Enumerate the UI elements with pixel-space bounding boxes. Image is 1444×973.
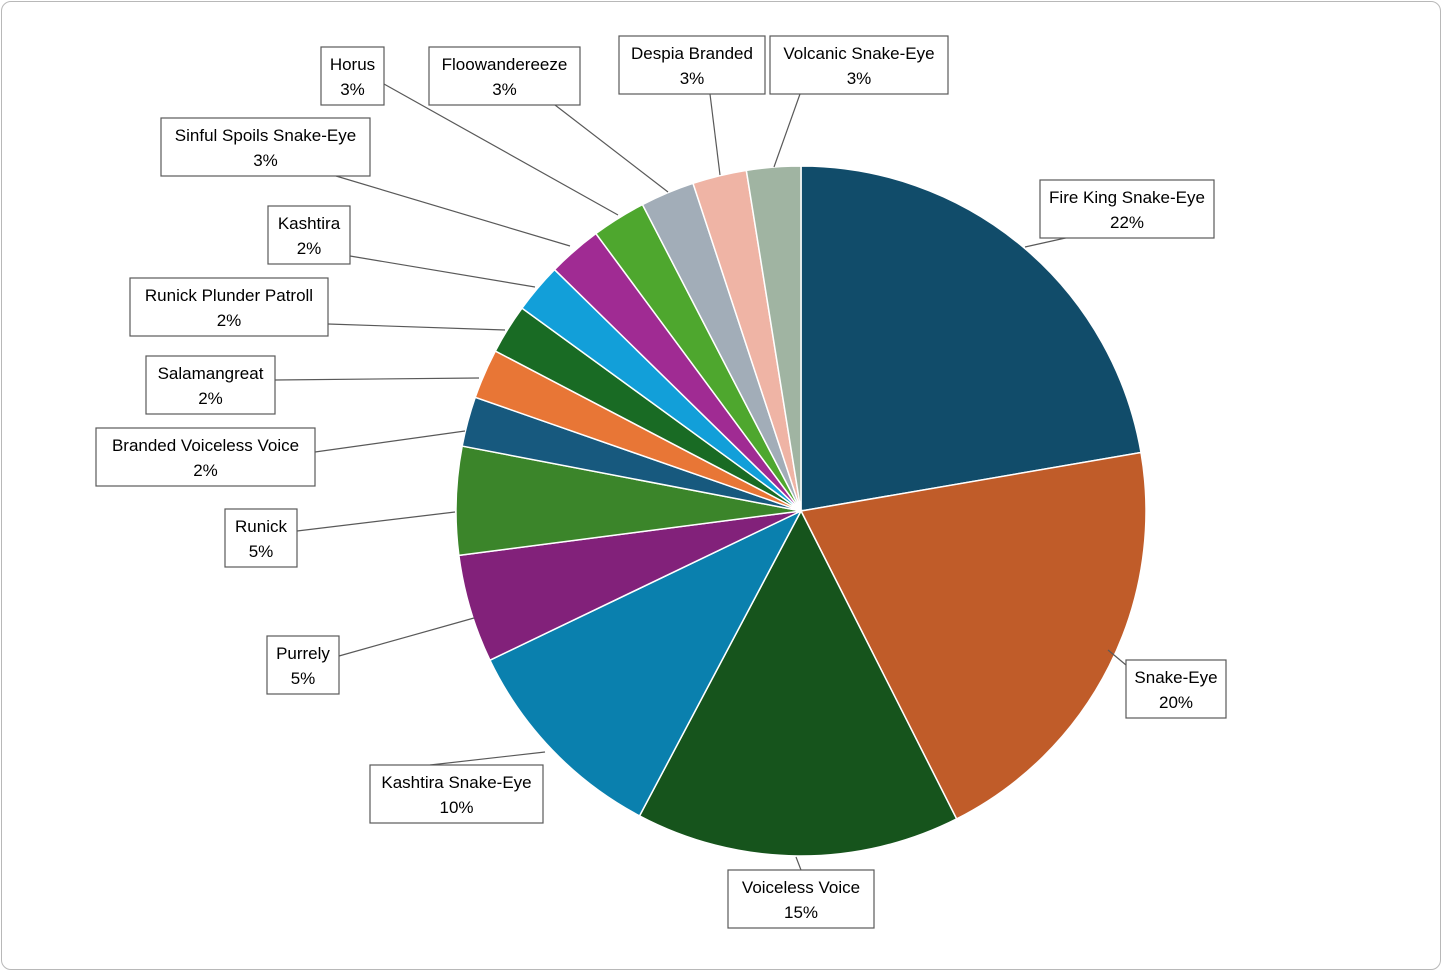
data-label-purrely: Purrely 5%	[266, 635, 340, 695]
slice-percent-label: 2%	[297, 239, 322, 258]
data-label-box	[1125, 659, 1227, 719]
data-label-box	[224, 508, 298, 568]
slice-percent-label: 22%	[1110, 213, 1144, 232]
leader-line-volcanic-snake-eye	[773, 93, 801, 168]
leader-line-snake-eye	[1107, 649, 1127, 666]
data-label-despia-branded: Despia Branded 3%	[618, 35, 766, 95]
slice-name-label: Purrely	[276, 644, 330, 663]
data-label-box	[769, 35, 949, 95]
pie-slices	[455, 165, 1147, 857]
data-label-floowandereeze: Floowandereeze 3%	[428, 46, 581, 106]
slice-name-label: Salamangreat	[158, 364, 264, 383]
slice-name-label: Horus	[330, 55, 375, 74]
data-label-snake-eye: Snake-Eye 20%	[1125, 659, 1227, 719]
data-label-box	[266, 635, 340, 695]
leader-line-horus	[383, 83, 619, 216]
data-label-box	[320, 46, 385, 106]
slice-name-label: Volcanic Snake-Eye	[783, 44, 934, 63]
slice-name-label: Floowandereeze	[442, 55, 568, 74]
slice-name-label: Despia Branded	[631, 44, 753, 63]
leader-line-despia-branded	[709, 93, 721, 176]
data-label-box	[267, 205, 351, 265]
leader-line-kashtira	[349, 255, 536, 288]
data-label-branded-voiceless-voice: Branded Voiceless Voice 2%	[95, 427, 316, 487]
pie-slice-fire-king-snake-eye	[800, 165, 1142, 512]
pie-slice-snake-eye	[799, 451, 1147, 820]
data-label-horus: Horus 3%	[320, 46, 385, 106]
slice-percent-label: 15%	[784, 903, 818, 922]
slice-percent-label: 3%	[680, 69, 705, 88]
slice-percent-label: 20%	[1159, 693, 1193, 712]
slice-name-label: Voiceless Voice	[742, 878, 860, 897]
data-label-box	[160, 117, 371, 177]
leader-line-branded-voiceless-voice	[314, 430, 466, 453]
data-label-runick: Runick 5%	[224, 508, 298, 568]
slice-percent-label: 2%	[217, 311, 242, 330]
data-label-box	[1039, 179, 1215, 239]
leader-line-runick-plunder-patroll	[327, 323, 506, 331]
leader-line-runick	[296, 511, 456, 532]
leader-line-fire-king-snake-eye	[1024, 236, 1071, 248]
slice-name-label: Runick Plunder Patroll	[145, 286, 313, 305]
data-label-kashtira-snake-eye: Kashtira Snake-Eye 10%	[369, 764, 544, 824]
slice-percent-label: 3%	[340, 80, 365, 99]
data-label-box	[129, 277, 329, 337]
data-label-volcanic-snake-eye: Volcanic Snake-Eye 3%	[769, 35, 949, 95]
slice-name-label: Snake-Eye	[1134, 668, 1217, 687]
leader-line-voiceless-voice	[795, 856, 802, 871]
data-label-box	[428, 46, 581, 106]
slice-name-label: Kashtira	[278, 214, 341, 233]
leader-line-salamangreat	[274, 377, 480, 381]
pie-slice-voiceless-voice	[638, 509, 958, 857]
data-label-salamangreat: Salamangreat 2%	[145, 355, 276, 415]
pie-slice-volcanic-snake-eye	[745, 165, 802, 512]
slice-percent-label: 3%	[847, 69, 872, 88]
leader-line-floowandereeze	[554, 104, 669, 193]
data-label-box	[369, 764, 544, 824]
data-label-voiceless-voice: Voiceless Voice 15%	[727, 869, 875, 929]
data-label-box	[618, 35, 766, 95]
leader-line-kashtira-snake-eye	[429, 751, 546, 766]
slice-name-label: Fire King Snake-Eye	[1049, 188, 1205, 207]
leader-lines	[274, 83, 1127, 871]
data-label-box	[145, 355, 276, 415]
data-label-kashtira: Kashtira 2%	[267, 205, 351, 265]
pie-slice-kashtira-snake-eye	[488, 509, 803, 817]
slice-name-label: Kashtira Snake-Eye	[381, 773, 531, 792]
data-label-fire-king-snake-eye: Fire King Snake-Eye 22%	[1039, 179, 1215, 239]
slice-percent-label: 5%	[291, 669, 316, 688]
slice-name-label: Runick	[235, 517, 287, 536]
data-label-runick-plunder-patroll: Runick Plunder Patroll 2%	[129, 277, 329, 337]
slice-name-label: Branded Voiceless Voice	[112, 436, 299, 455]
slice-percent-label: 2%	[198, 389, 223, 408]
data-label-box	[95, 427, 316, 487]
data-label-box	[727, 869, 875, 929]
leader-line-purrely	[338, 617, 475, 657]
data-label-sinful-spoils-snake-eye: Sinful Spoils Snake-Eye 3%	[160, 117, 371, 177]
slice-percent-label: 3%	[492, 80, 517, 99]
slice-name-label: Sinful Spoils Snake-Eye	[175, 126, 356, 145]
slice-percent-label: 5%	[249, 542, 274, 561]
slice-percent-label: 3%	[253, 151, 278, 170]
data-labels: Fire King Snake-Eye 22% Snake-Eye 20% Voicel…	[95, 35, 1227, 929]
leader-line-sinful-spoils-snake-eye	[335, 175, 571, 247]
slice-percent-label: 2%	[193, 461, 218, 480]
slice-percent-label: 10%	[439, 798, 473, 817]
